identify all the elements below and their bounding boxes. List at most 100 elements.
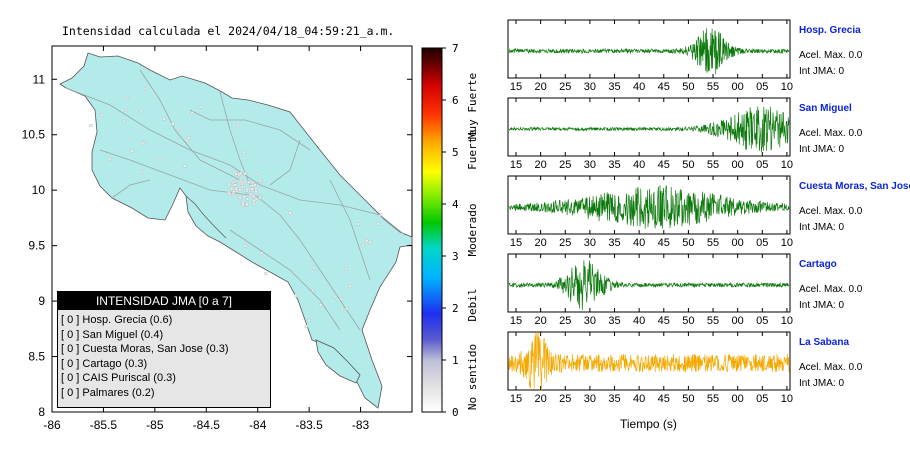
waveform-tick-label: 05 [756,315,768,327]
waveform-tick-label: 40 [633,159,645,171]
waveform-trace [508,106,790,153]
waveform-tick-label: 00 [732,159,744,171]
x-tick-label: -86 [43,418,61,432]
waveform-tick-label: 15 [510,159,522,171]
station-marker [252,199,256,203]
station-marker [254,172,258,176]
colorbar-tick-label: 4 [452,198,459,211]
y-tick-label: 9 [38,294,45,308]
waveform-tick-label: 05 [756,159,768,171]
road-network [65,69,406,331]
station-marker [254,197,258,201]
station-marker [307,318,311,322]
y-tick-label: 11 [33,72,46,86]
station-intensity: Int JMA: 0 [799,378,844,389]
station-marker [100,113,104,117]
station-marker [294,294,298,298]
waveform-tick-label: 40 [633,315,645,327]
station-marker [252,202,256,206]
station-marker [125,96,129,100]
station-marker [249,192,253,196]
road [189,109,311,151]
station-marker [339,297,343,301]
station-marker [233,170,237,174]
station-marker [162,117,166,121]
waveform-tick-label: 20 [535,315,547,327]
waveform-tick-label: 20 [535,159,547,171]
station-marker [253,183,257,187]
colorbar-tick-label: 6 [452,94,459,107]
station-marker [89,124,93,128]
x-tick-label: -85 [146,418,164,432]
road [111,179,151,199]
station-marker [230,187,234,191]
waveform-tick-label: 30 [584,237,596,249]
colorbar-label-muy-fuerte: Muy Fuerte [466,73,479,139]
station-marker [245,197,249,201]
waveform-tick-label: 45 [658,393,670,405]
legend-row: [ 0 ] Hosp. Grecia (0.6) [61,314,173,326]
station-marker [379,213,383,217]
station-marker [368,240,372,244]
waveform-frame [507,19,791,79]
station-marker [254,189,258,193]
station-marker [304,324,308,328]
waveform-tick-label: 50 [682,159,694,171]
colorbar-label-fuerte: Fuerte [466,130,479,170]
station-accel: Acel. Max. 0.0 [799,50,863,61]
station-marker [340,307,344,311]
nicoya-gulf-coast [185,195,227,239]
waveform-tick-label: 40 [633,81,645,93]
station-marker [242,150,246,154]
station-marker [288,211,292,215]
station-name: Hosp. Grecia [799,25,861,36]
colorbar-tick-label: 2 [452,302,459,315]
waveform-tick-label: 15 [510,237,522,249]
station-marker [243,179,247,183]
station-marker [252,194,256,198]
station-marker [234,188,238,192]
station-accel: Acel. Max. 0.0 [799,206,863,217]
waveform-tick-label: 00 [732,81,744,93]
station-marker [243,244,247,248]
waveform-tick-label: 45 [658,159,670,171]
station-accel: Acel. Max. 0.0 [799,362,863,373]
colorbar-tick-label: 0 [452,406,459,419]
y-tick-label: 9.5 [28,239,45,253]
waveform-tick-label: 30 [584,393,596,405]
waveform-tick-label: 45 [658,237,670,249]
legend-row: [ 0 ] CAIS Puriscal (0.3) [61,372,176,385]
station-name: Cartago [799,259,837,270]
road [229,229,341,331]
waveform-tick-label: 55 [707,81,719,93]
station-name: La Sabana [799,337,849,348]
x-tick-label: -84.5 [193,418,221,432]
waveform-tick-label: 20 [535,393,547,405]
waveform-tick-label: 10 [781,81,793,93]
station-marker [183,164,187,168]
station-marker [250,180,254,184]
waveform-tick-label: 50 [682,393,694,405]
station-marker [238,196,242,200]
y-tick-label: 8.5 [28,350,45,364]
station-markers [89,87,383,328]
costa-rica-land [59,52,413,409]
road [65,87,261,186]
map-title: Intensidad calculada el 2024/04/18_04:59… [62,24,395,38]
colorbar: 7 6 5 4 3 2 1 0 Muy Fuerte Fuerte Moderado Debi… [421,42,479,419]
waveform-tick-label: 35 [608,81,620,93]
station-marker [239,178,243,182]
station-marker [365,239,369,243]
waveform-tick-label: 55 [707,315,719,327]
station-intensity: Int JMA: 0 [799,300,844,311]
station-marker [140,170,144,174]
y-tick-label: 10.5 [22,128,46,142]
waveform-frame [507,97,791,157]
waveform-tick-label: 00 [732,393,744,405]
waveform-tick-label: 35 [608,159,620,171]
map-x-axis: -86 -85.5 -85 -84.5 -84 -83.5 -83 [43,46,370,432]
waveform-tick-label: 10 [781,315,793,327]
station-accel: Acel. Max. 0.0 [799,128,863,139]
intensity-legend: INTENSIDAD JMA [0 a 7] [ 0 ] Hosp. Greci… [57,291,271,408]
station-marker [345,307,349,311]
